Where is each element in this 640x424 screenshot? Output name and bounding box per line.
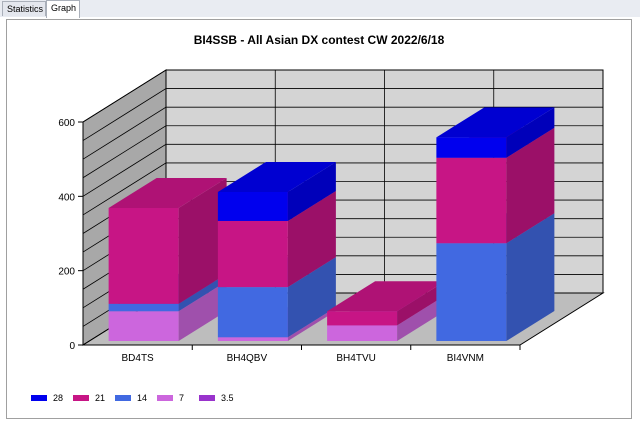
bar-segment-top [327,281,446,312]
legend-label: 14 [137,393,147,403]
grid-line-h [82,69,603,123]
legend-swatch [115,395,131,401]
bar-segment-front [217,220,288,288]
y-tick-label: 200 [58,267,75,278]
bar-segment-side [506,107,555,158]
bar-segment-front [436,157,507,244]
bar-segment-top [436,107,555,138]
bar-segment-front [217,337,288,341]
bar-stack-BD4TS [108,177,227,341]
x-tick-label: BH4QBV [227,353,268,364]
stacked-bar-chart-3d: BI4SSB - All Asian DX contest CW 2022/6/… [31,33,605,403]
bar-segment-side [397,295,446,341]
bar-segment-front [108,303,179,312]
legend-swatch [199,395,215,401]
bar-segment-side [397,281,446,326]
bar-segment-front [217,287,288,338]
y-tick-label: 600 [58,118,75,129]
legend-swatch [157,395,173,401]
x-tick-label: BH4TVU [336,353,375,364]
chart-frame: BI4SSB - All Asian DX contest CW 2022/6/… [6,19,632,419]
chart-title: BI4SSB - All Asian DX contest CW 2022/6/… [194,33,445,47]
bar-segment-front [436,243,507,341]
legend-label: 3.5 [221,393,234,403]
bar-segment-top [108,177,227,208]
bar-segment-front [108,311,179,341]
bar-segment-front [327,311,398,326]
bar-segment-side [287,257,336,338]
x-tick-label: BD4TS [122,353,155,364]
bar-segment-side [178,273,227,312]
bar-segment-side [506,213,555,341]
y-tick-label: 0 [69,341,75,352]
x-tick-label: BI4VNM [447,353,484,364]
bar-segment-front [217,191,288,221]
bar-segment-front [108,207,179,304]
y-tick-label: 400 [58,192,75,203]
bar-segment-front [327,325,398,341]
bar-segment-side [178,177,227,304]
legend-swatch [73,395,89,401]
bar-segment-side [287,307,336,341]
bar-segment-side [287,161,336,221]
tab-graph[interactable]: Graph [46,0,80,18]
bar-stack-BH4TVU [327,281,446,341]
bar-segment-top [217,161,336,192]
bar-segment-front [436,137,507,158]
bar-stack-BI4VNM [436,107,555,341]
grid-line-h [82,106,603,160]
bar-segment-side [178,281,227,341]
legend-swatch [31,395,47,401]
bar-segment-side [287,190,336,288]
tab-bar: Statistics Graph [0,0,640,18]
legend: 28 21 14 7 3.5 [31,393,234,403]
tab-statistics[interactable]: Statistics [2,1,46,16]
legend-label: 28 [53,393,63,403]
legend-label: 7 [179,393,184,403]
bar-segment-side [506,127,555,244]
grid-line-h [82,88,603,141]
legend-label: 21 [95,393,105,403]
bar-stack-BH4QBV [217,161,336,341]
graph-panel: BI4SSB - All Asian DX contest CW 2022/6/… [0,17,640,424]
